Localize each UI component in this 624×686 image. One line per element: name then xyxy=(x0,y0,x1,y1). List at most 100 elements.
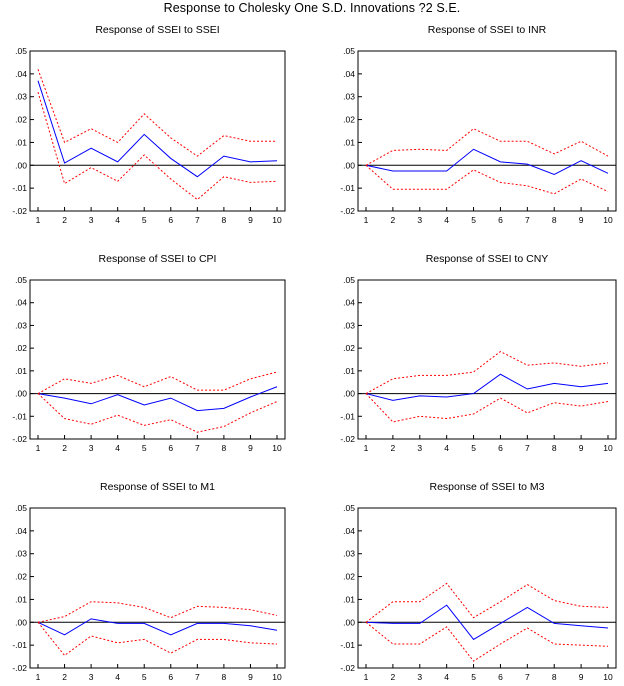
y-tick-label: .04 xyxy=(15,298,27,308)
impulse-response-line xyxy=(365,604,609,641)
response-point xyxy=(144,623,145,624)
band-point-upper xyxy=(392,378,393,379)
panel-frame xyxy=(29,50,286,212)
x-tick-label: 6 xyxy=(168,215,173,225)
response-point xyxy=(607,627,608,628)
response-point xyxy=(473,149,474,150)
response-point xyxy=(117,394,118,395)
panel-frame xyxy=(29,279,286,440)
band-point-upper xyxy=(276,615,277,616)
band-point-upper xyxy=(197,606,198,607)
response-point xyxy=(91,148,92,149)
y-tick-label: .05 xyxy=(343,503,355,513)
response-point xyxy=(64,398,65,399)
response-point xyxy=(446,170,447,171)
band-point-lower xyxy=(446,626,447,627)
y-tick-label: .01 xyxy=(343,137,355,147)
panel-frame xyxy=(357,279,617,440)
y-tick-label: .04 xyxy=(15,526,27,536)
x-tick-label: 5 xyxy=(471,215,476,225)
response-point xyxy=(223,156,224,157)
y-tick-label: -.02 xyxy=(340,206,355,216)
impulse-response-line xyxy=(365,148,609,175)
band-point-upper xyxy=(91,601,92,602)
response-point xyxy=(276,630,277,631)
response-point xyxy=(446,396,447,397)
band-point-upper xyxy=(144,607,145,608)
band-point-upper xyxy=(500,351,501,352)
band-point-upper xyxy=(607,156,608,157)
y-tick-label: .00 xyxy=(343,389,355,399)
x-tick-label: 10 xyxy=(272,215,282,225)
y-tick-label: -.02 xyxy=(12,206,27,216)
x-tick-label: 5 xyxy=(142,443,147,453)
x-tick-label: 9 xyxy=(579,443,584,453)
y-tick-label: -.02 xyxy=(340,663,355,673)
band-point-lower xyxy=(170,419,171,420)
band-point-lower xyxy=(250,182,251,183)
x-tick-label: 5 xyxy=(471,443,476,453)
confidence-band-upper xyxy=(37,69,277,157)
band-point-upper xyxy=(607,607,608,608)
band-point-lower xyxy=(500,182,501,183)
x-tick-label: 3 xyxy=(417,672,422,682)
band-point-lower xyxy=(365,393,366,394)
x-tick-label: 7 xyxy=(195,443,200,453)
x-tick-label: 6 xyxy=(498,672,503,682)
response-point xyxy=(91,618,92,619)
response-point xyxy=(250,396,251,397)
response-point xyxy=(170,398,171,399)
x-tick-label: 2 xyxy=(62,215,67,225)
y-tick-label: .05 xyxy=(15,46,27,56)
y-tick-label: -.01 xyxy=(12,640,27,650)
x-tick-label: 4 xyxy=(115,215,120,225)
response-point xyxy=(276,160,277,161)
band-point-upper xyxy=(250,378,251,379)
response-point xyxy=(419,395,420,396)
band-point-lower xyxy=(607,191,608,192)
band-point-lower xyxy=(37,622,38,623)
response-point xyxy=(500,374,501,375)
y-tick-label: .02 xyxy=(343,572,355,582)
x-tick-label: 10 xyxy=(603,443,613,453)
band-point-upper xyxy=(197,156,198,157)
y-tick-label: .03 xyxy=(15,549,27,559)
band-point-lower xyxy=(223,176,224,177)
band-point-lower xyxy=(37,92,38,93)
impulse-response-line xyxy=(37,386,278,412)
response-point xyxy=(223,623,224,624)
y-tick-label: .01 xyxy=(343,594,355,604)
x-tick-label: 4 xyxy=(444,443,449,453)
x-tick-label: 1 xyxy=(36,672,41,682)
response-point xyxy=(500,623,501,624)
y-tick-label: -.01 xyxy=(12,411,27,421)
x-tick-label: 4 xyxy=(115,443,120,453)
band-point-lower xyxy=(446,418,447,419)
band-point-upper xyxy=(446,150,447,151)
x-tick-label: 3 xyxy=(89,672,94,682)
x-tick-label: 4 xyxy=(444,215,449,225)
y-tick-label: -.02 xyxy=(12,434,27,444)
confidence-band-upper xyxy=(365,582,609,623)
band-point-lower xyxy=(144,154,145,155)
band-point-upper xyxy=(607,362,608,363)
response-point xyxy=(392,400,393,401)
x-tick-label: 9 xyxy=(579,672,584,682)
response-point xyxy=(170,634,171,635)
y-tick-label: .04 xyxy=(343,298,355,308)
irf-panel-5: Response of SSEI to M1 .05 .04 .03 .02 .01 .00… xyxy=(12,481,286,682)
band-point-lower xyxy=(276,181,277,182)
x-tick-label: 1 xyxy=(364,215,369,225)
band-point-upper xyxy=(37,69,38,70)
band-point-upper xyxy=(64,616,65,617)
band-point-lower xyxy=(223,639,224,640)
y-tick-label: -.02 xyxy=(12,663,27,673)
response-point xyxy=(419,623,420,624)
band-point-lower xyxy=(170,178,171,179)
y-tick-label: .00 xyxy=(15,617,27,627)
band-point-lower xyxy=(91,167,92,168)
band-point-upper xyxy=(581,606,582,607)
band-point-upper xyxy=(581,141,582,142)
band-point-upper xyxy=(581,366,582,367)
y-tick-label: .01 xyxy=(15,137,27,147)
